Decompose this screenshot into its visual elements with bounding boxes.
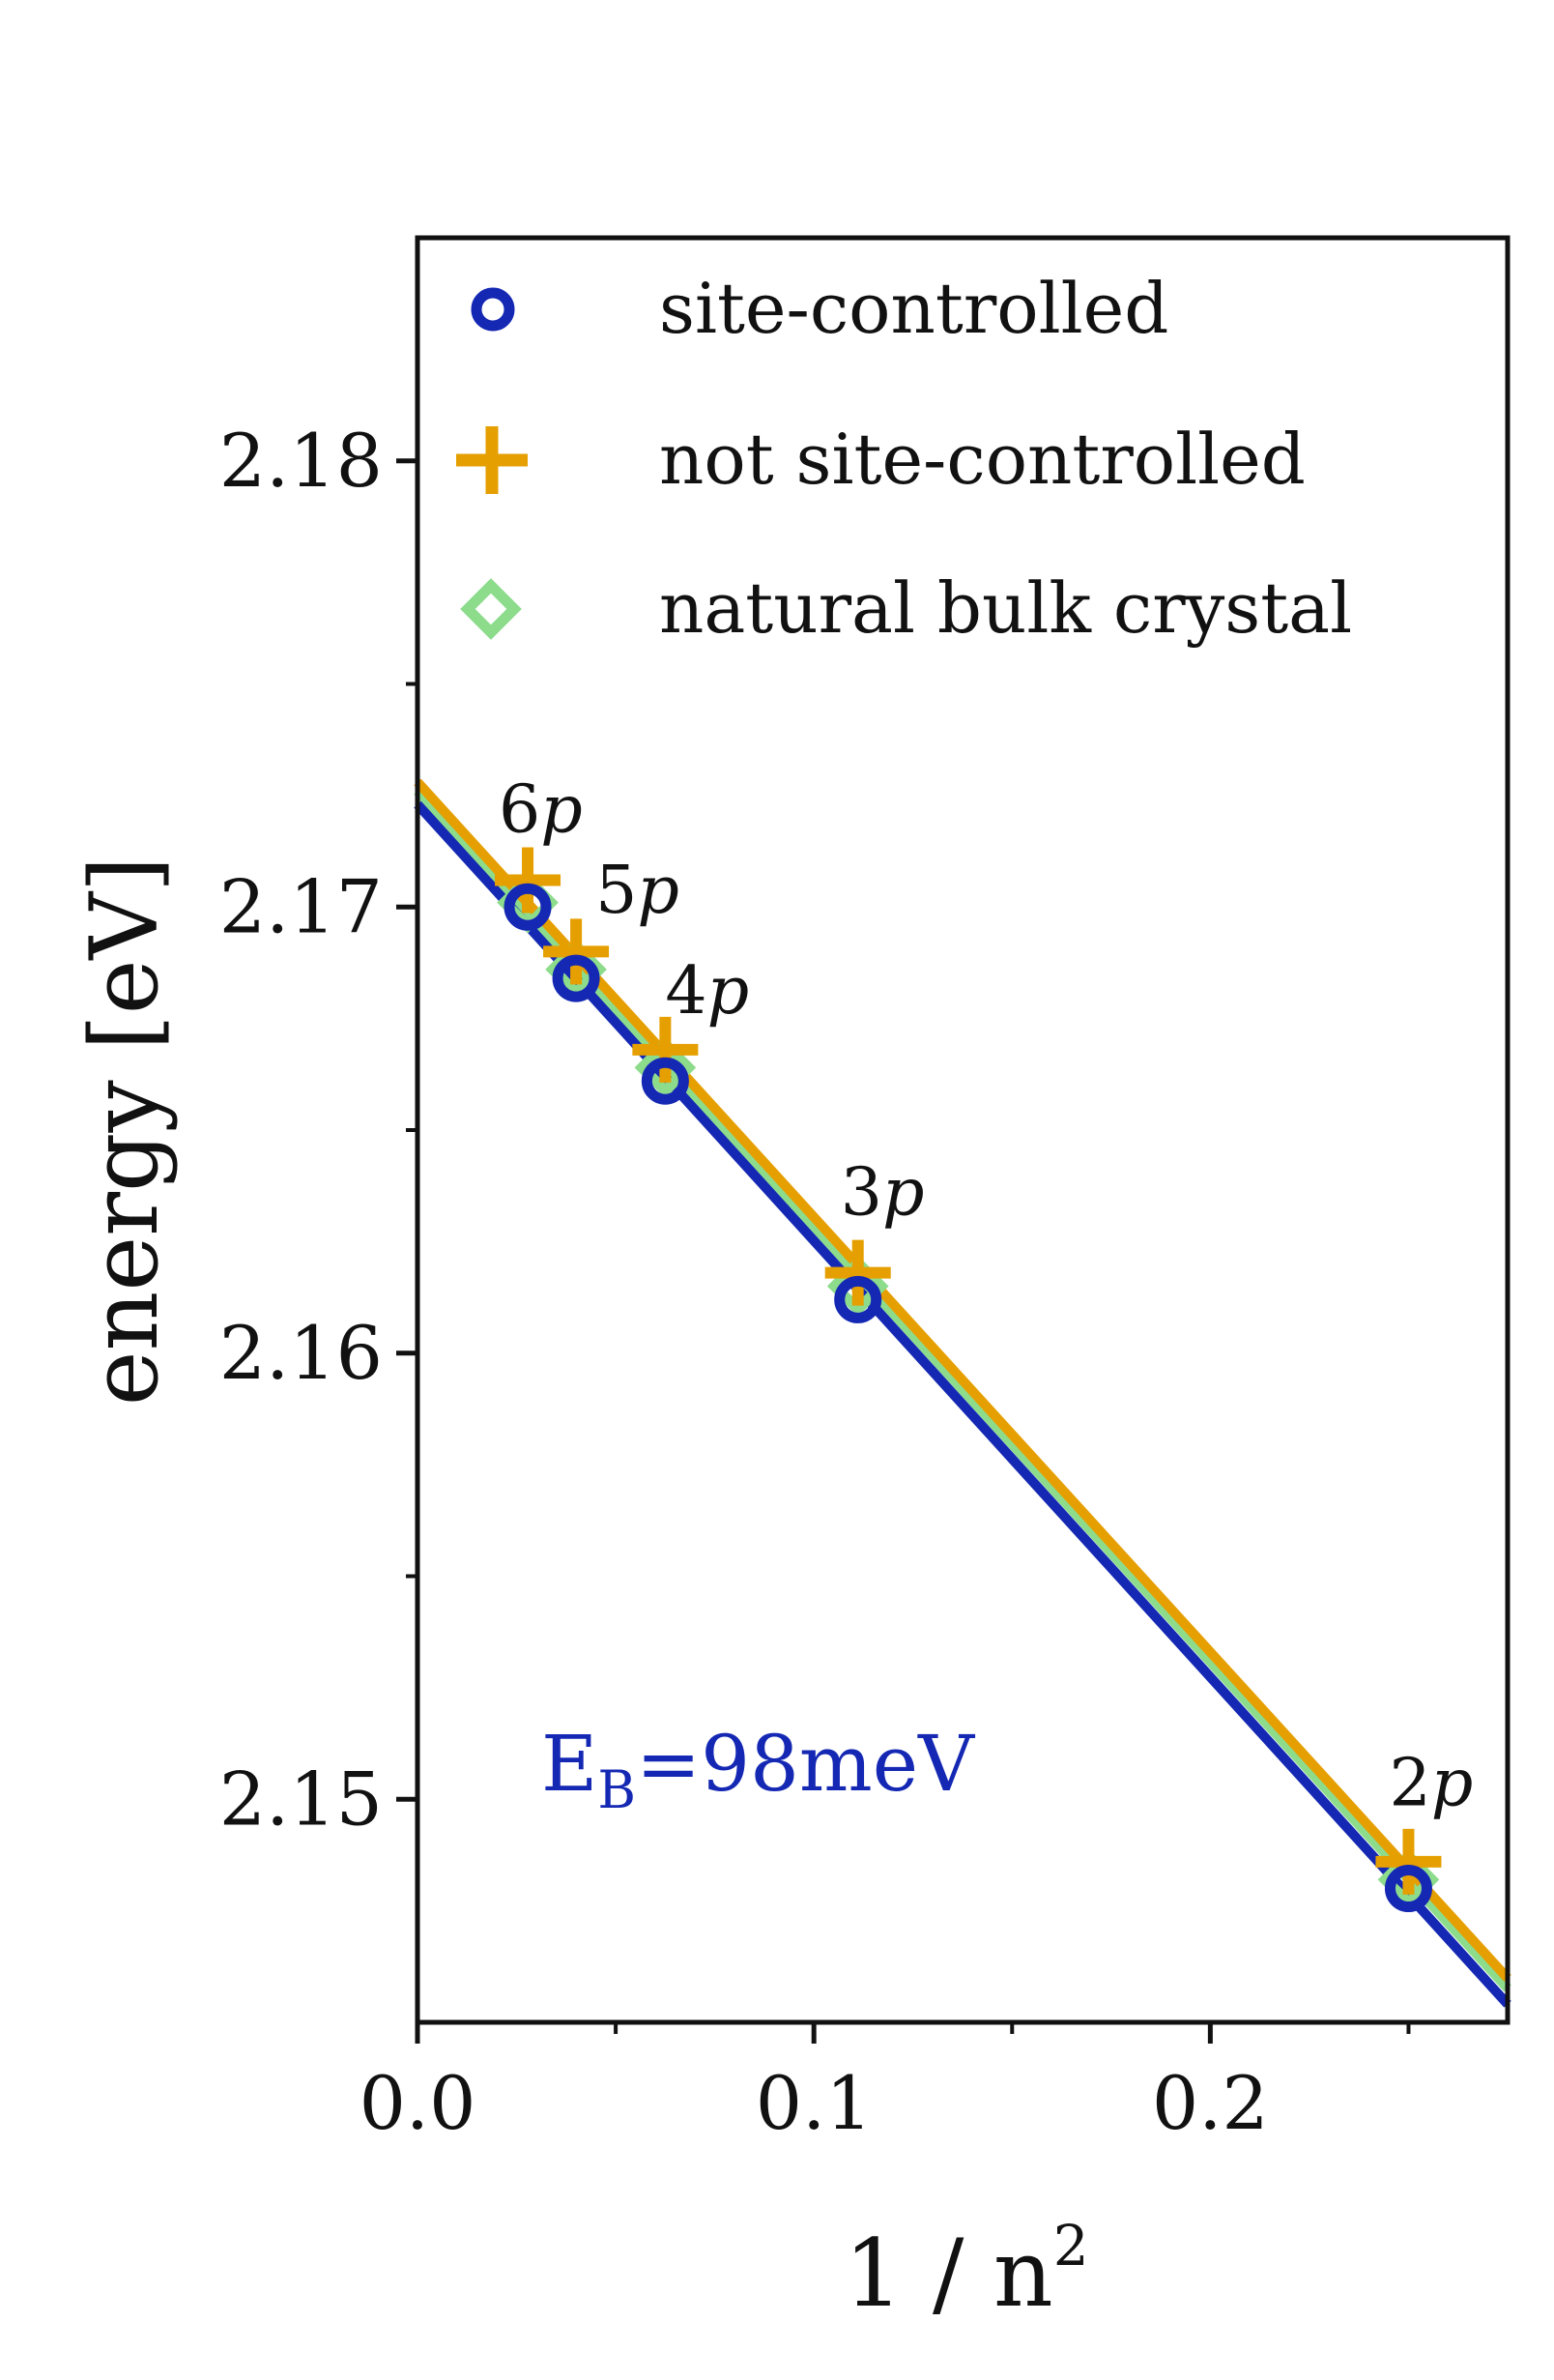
marker-circle [1384, 1865, 1432, 1913]
marker-circle [641, 1057, 689, 1105]
point-label-6p: 6p [499, 771, 583, 848]
legend-label-not-site-controlled: not site-controlled [659, 419, 1306, 500]
y-tick-label: 2.17 [219, 863, 383, 949]
y-tick-label: 2.18 [219, 418, 383, 504]
legend-item-not-site-controlled: not site-controlled [456, 419, 1306, 500]
y-tick-label: 2.16 [219, 1310, 383, 1396]
point-label-5p: 5p [595, 853, 679, 929]
x-axis-title: 1 / n2 [844, 2213, 1088, 2328]
marker-diamond [634, 1036, 697, 1099]
plot-frame [415, 235, 1511, 2025]
legend-item-site-controlled: site-controlled [471, 268, 1168, 349]
y-tick-label: 2.15 [219, 1756, 383, 1842]
marker-plus [543, 918, 610, 985]
marker-circle [504, 883, 552, 931]
point-label-number: 6 [499, 771, 540, 848]
annotation-main: E [541, 1719, 597, 1809]
point-label-orbital: p [707, 953, 750, 1030]
point-label-orbital: p [637, 853, 679, 929]
annotation-rest: =98meV [636, 1719, 975, 1809]
legend-marker-circle [471, 287, 515, 332]
x-tick-label: 0.2 [1152, 2060, 1269, 2146]
legend-marker-diamond [460, 578, 522, 640]
axes: 2.15 2.16 2.17 2.18 0.0 0.1 0.2 [219, 418, 1411, 2146]
point-label-2p: 2p [1389, 1746, 1473, 1822]
x-axis-title-base: 1 / n [844, 2220, 1052, 2328]
point-label-number: 4 [665, 953, 706, 1030]
x-tick-label: 0.0 [360, 2060, 476, 2146]
binding-energy-annotation: EB=98meV [541, 1719, 975, 1820]
point-label-3p: 3p [841, 1154, 925, 1231]
annotation-subscript: B [597, 1759, 636, 1820]
marker-circle [834, 1275, 882, 1323]
marker-plus [632, 1016, 699, 1083]
x-axis-title-exponent: 2 [1053, 2213, 1089, 2278]
y-axis-title: energy [eV] [71, 856, 179, 1407]
legend-label-natural-bulk-crystal: natural bulk crystal [659, 567, 1352, 649]
point-label-number: 3 [841, 1154, 882, 1231]
point-label-4p: 4p [665, 953, 749, 1030]
legend: site-controlled not site-controlled natu… [456, 268, 1352, 649]
fit-line-natural-bulk-crystal [414, 787, 1511, 1992]
marker-plus [1375, 1828, 1442, 1895]
point-label-orbital: p [882, 1154, 925, 1231]
legend-label-site-controlled: site-controlled [659, 268, 1168, 349]
data-markers [495, 847, 1442, 1913]
x-tick-label: 0.1 [756, 2060, 873, 2146]
point-label-orbital: p [1431, 1746, 1474, 1822]
marker-plus [495, 847, 561, 914]
marker-plus [824, 1239, 891, 1306]
legend-item-natural-bulk-crystal: natural bulk crystal [460, 567, 1352, 649]
point-label-number: 2 [1389, 1746, 1430, 1822]
point-label-number: 5 [595, 853, 637, 929]
marker-circle [552, 954, 600, 1002]
point-label-orbital: p [540, 771, 583, 848]
fit-line-site-controlled [414, 800, 1511, 2008]
